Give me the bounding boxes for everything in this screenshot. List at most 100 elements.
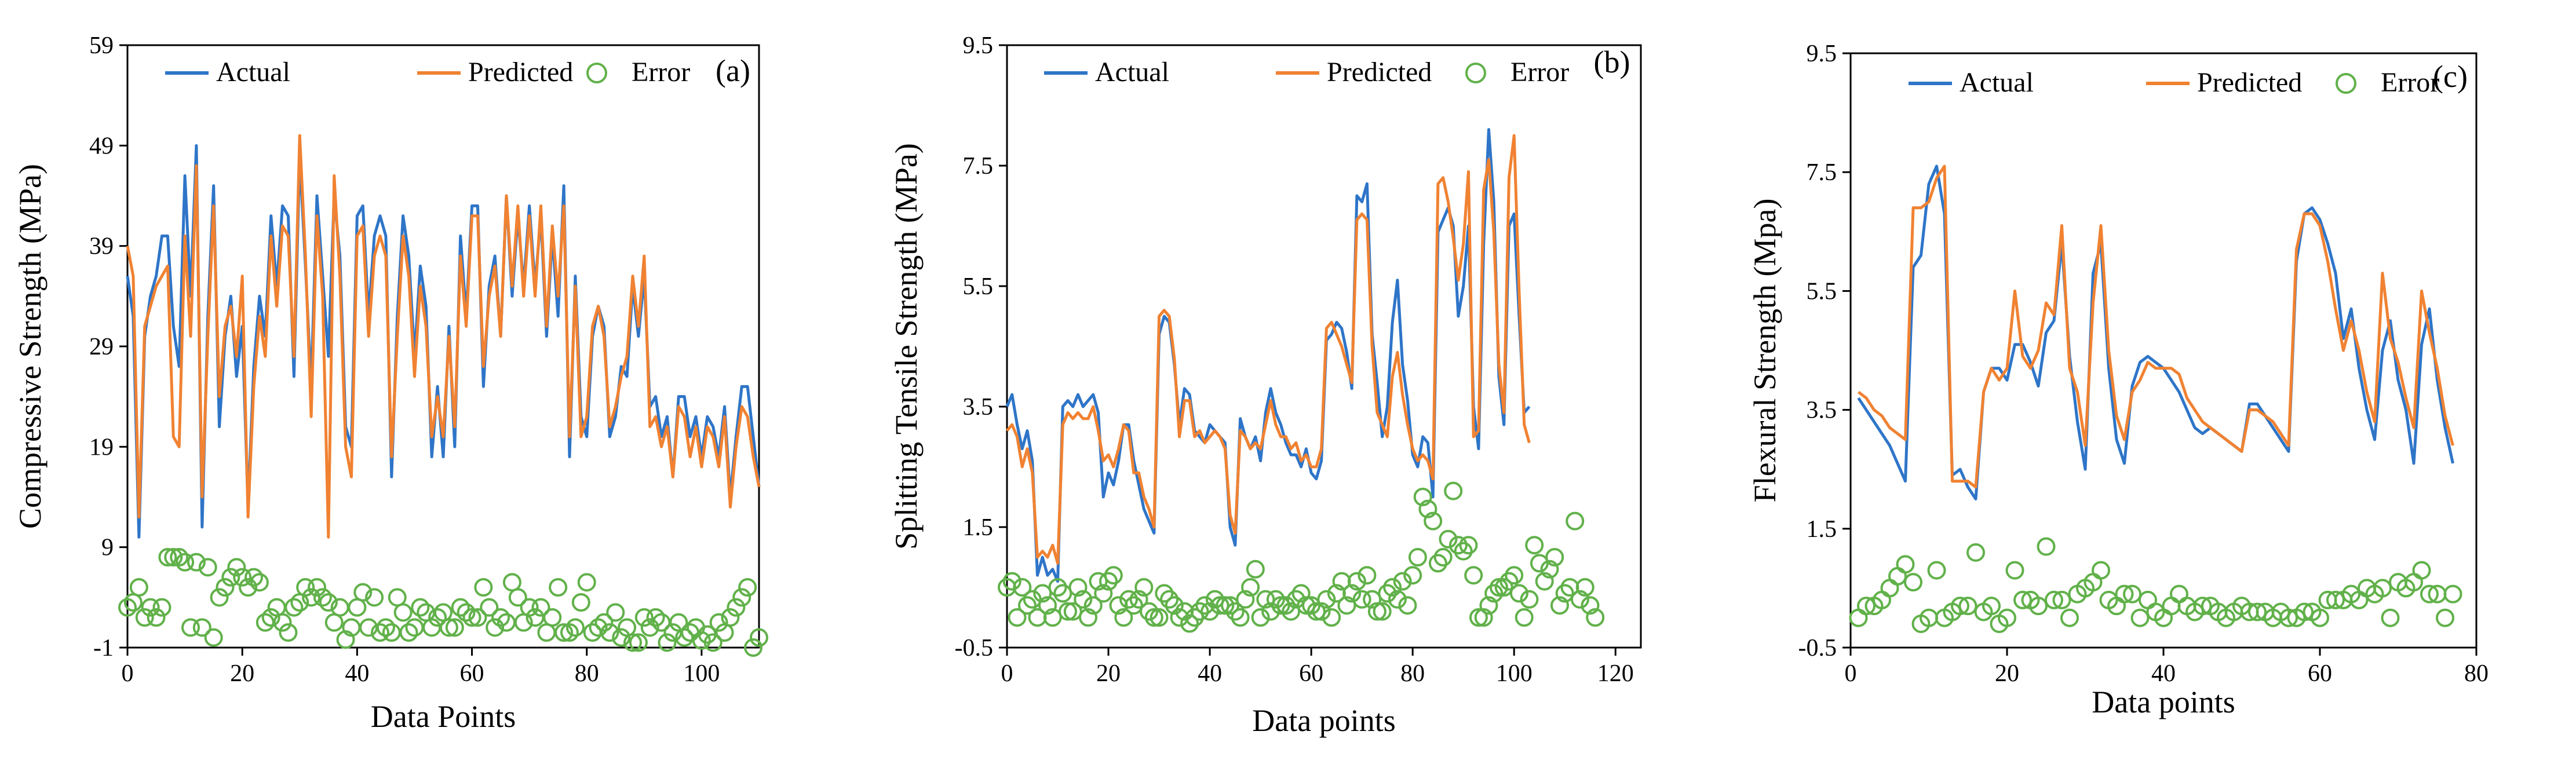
chart-c-error-point	[1958, 597, 1977, 616]
chart-a-error-point	[721, 608, 740, 627]
chart-b-error-point	[1515, 608, 1534, 627]
chart-b-error-point	[1307, 602, 1326, 621]
chart-a-xtick-label: 40	[345, 660, 369, 687]
chart-a-error-point	[692, 631, 711, 650]
chart-b-error-point	[1586, 608, 1605, 627]
chart-b-error-point	[1043, 608, 1062, 627]
chart-a-error-point	[491, 608, 510, 627]
chart-b-error-point	[1144, 608, 1163, 627]
chart-b-error-point	[1241, 578, 1260, 597]
chart-b-error-point	[1286, 590, 1305, 609]
chart-b-error-point	[1413, 488, 1432, 506]
chart-b-error-point	[1231, 608, 1250, 627]
chart-a-error-point	[594, 613, 614, 632]
chart-b-error-point	[1566, 511, 1585, 531]
chart-a-xtick-label: 20	[230, 660, 254, 687]
chart-a-error-point	[537, 623, 556, 642]
chart-b-error-point	[1555, 584, 1574, 603]
chart-a-error-point	[164, 548, 183, 566]
chart-a-error-point	[571, 593, 590, 612]
chart-a-error-point	[623, 633, 642, 652]
chart-c-legend-label-error: Error	[2381, 67, 2439, 98]
chart-b-error-point	[1398, 596, 1417, 615]
chart-a-error-point	[376, 618, 395, 637]
chart-a-panel-label: (a)	[716, 53, 750, 88]
chart-a-error-point	[531, 598, 550, 617]
chart-a-error-point	[646, 608, 665, 627]
chart-a-error-point	[250, 573, 269, 592]
chart-c-error-point	[1982, 597, 2001, 616]
chart-c-error-point	[2170, 584, 2188, 604]
chart-b-xtick-label: 40	[1198, 660, 1222, 687]
chart-b-ytick-label: 1.5	[963, 514, 994, 541]
chart-a-error-point	[261, 608, 280, 627]
chart-a-error-point	[204, 628, 223, 647]
chart-b-error-point	[1068, 578, 1088, 597]
chart-b-error-point	[1256, 590, 1275, 609]
chart-c-svg: -0.5 1.5 3.5 5.5 7.5 9.5 0 20 40 60 80 Data points F…	[1747, 41, 2489, 719]
chart-b-y-axis-label: Splitting Tensile Strength (MPa)	[889, 143, 924, 550]
chart-b-error-point	[1540, 560, 1559, 579]
chart-c-ytick-label: -0.5	[1798, 635, 1837, 661]
chart-b-ytick-label: 9.5	[963, 32, 994, 59]
chart-a-error-point	[554, 623, 574, 642]
chart-b-error-point	[1089, 572, 1108, 591]
chart-b-error-point	[1094, 584, 1113, 603]
chart-b-error-point	[1383, 578, 1402, 597]
chart-c-ytick-label: 7.5	[1807, 159, 1837, 186]
chart-c-series-predicted-line	[1857, 165, 2454, 489]
chart-b-error-point	[1150, 608, 1169, 627]
chart-b-error-point	[1059, 602, 1078, 621]
chart-c-error-point	[2381, 608, 2400, 627]
chart-b-error-point	[1104, 566, 1123, 585]
chart-a-error-point	[388, 588, 407, 607]
chart-a-ytick-label: 19	[89, 434, 114, 460]
chart-a-error-point	[216, 578, 235, 597]
chart-a-ytick-label: 29	[89, 334, 114, 360]
chart-c-error-point	[1849, 608, 1868, 627]
chart-b-error-point	[1201, 602, 1220, 621]
chart-c-error-point	[2193, 597, 2212, 616]
chart-a-xtick-label: 0	[122, 660, 134, 687]
chart-c-legend-label-predicted: Predicted	[2197, 67, 2302, 98]
chart-b-error-point	[1160, 590, 1179, 609]
chart-a-ytick-label: 59	[89, 32, 114, 59]
chart-b-svg: -0.5 1.5 3.5 5.5 7.5 9.5 0 20 40 60 80 100 120 Data p…	[889, 32, 1642, 738]
chart-a-x-axis-label: Data Points	[371, 699, 516, 734]
chart-b-error-point	[1033, 584, 1052, 603]
chart-b-error-point	[1322, 608, 1341, 627]
chart-a-error-point	[279, 623, 298, 642]
chart-a-ytick-label: -1	[93, 635, 114, 661]
chart-a-svg: -1 9 19 29 39 49 59 0 20 40 60 80 100 Data Points Comp…	[13, 32, 768, 734]
chart-c-y-axis-label: Flexural Strength (Mpa)	[1747, 199, 1782, 503]
chart-c-error-point	[1880, 579, 1899, 598]
chart-panel-b: -0.5 1.5 3.5 5.5 7.5 9.5 0 20 40 60 80 100 120 Data p…	[859, 0, 1717, 764]
chart-c-error-point	[2029, 597, 2048, 616]
chart-c-error-point	[2092, 561, 2110, 580]
chart-c-error-point	[2130, 608, 2150, 627]
chart-a-error-point	[245, 568, 263, 587]
chart-c-error-point	[1966, 543, 1985, 562]
chart-a-error-point	[152, 598, 172, 617]
chart-a-error-point	[629, 633, 648, 652]
chart-a-error-point	[560, 623, 579, 642]
chart-b-error-point	[1378, 584, 1397, 603]
chart-b-xtick-label: 60	[1299, 660, 1323, 687]
chart-a-error-point	[439, 618, 458, 637]
chart-b-error-point	[1520, 590, 1539, 609]
chart-c-ytick-label: 3.5	[1807, 397, 1837, 424]
chart-c-xtick-label: 40	[2151, 660, 2176, 687]
chart-b-error-point	[1185, 608, 1204, 627]
chart-c-error-point	[2037, 537, 2056, 556]
chart-a-error-point	[365, 588, 384, 607]
chart-c-error-point	[2436, 608, 2454, 627]
chart-a-error-point	[158, 548, 177, 566]
chart-a-error-point	[135, 608, 154, 627]
chart-b-legend-swatch-error	[1465, 63, 1486, 83]
chart-c-error-point	[2123, 584, 2141, 604]
chart-a-error-point	[371, 623, 389, 642]
chart-b-error-point	[1008, 608, 1027, 627]
chart-b-error-point	[1479, 596, 1498, 615]
chart-a-ytick-label: 9	[101, 535, 114, 561]
chart-a-error-point	[348, 598, 367, 617]
